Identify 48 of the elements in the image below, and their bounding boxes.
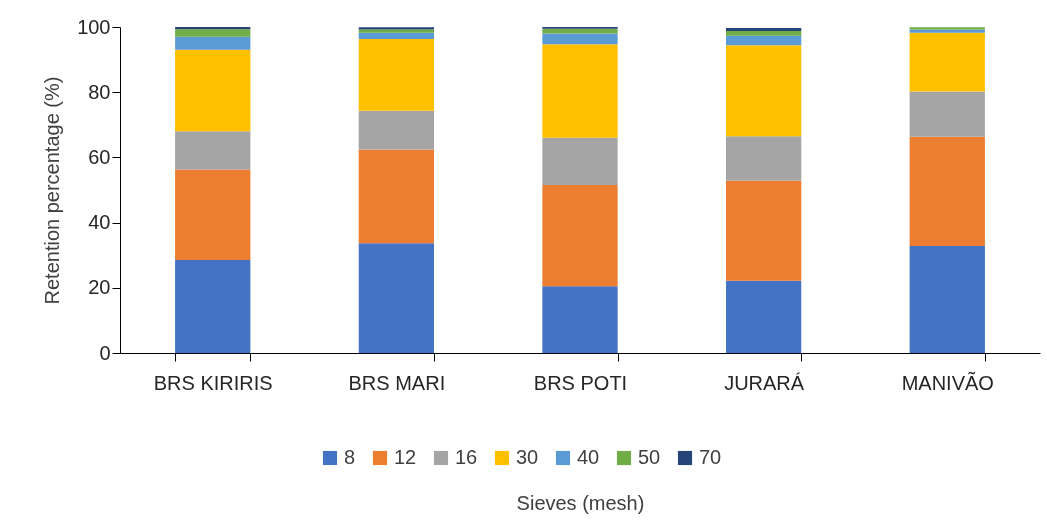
legend-label: 40 (577, 446, 600, 468)
bar (725, 30, 802, 36)
y-axis-title: Retention percentage (%) (41, 76, 64, 305)
y-tick-label: 0 (99, 341, 111, 364)
bar (542, 185, 618, 287)
y-tick-label: 100 (77, 15, 111, 38)
bar (725, 280, 802, 353)
legend-label: 8 (344, 446, 356, 468)
bar (358, 110, 435, 150)
y-tick-label: 80 (88, 80, 111, 103)
bar (542, 286, 618, 353)
bar (542, 44, 618, 138)
bar (358, 243, 435, 353)
bar (175, 260, 251, 353)
bar (175, 169, 251, 261)
bar (175, 29, 251, 37)
bar (358, 149, 435, 244)
bar (542, 33, 618, 45)
x-tick-label: BRS MARI (348, 371, 446, 394)
bar (175, 36, 251, 50)
bar (725, 45, 802, 137)
bar (358, 32, 435, 40)
legend-label: 70 (699, 446, 722, 468)
bar (542, 28, 618, 34)
y-tick-label: 60 (88, 145, 111, 168)
x-tick-label: BRS KIRIRIS (153, 371, 273, 394)
bar (909, 246, 985, 353)
legend-label: 30 (516, 446, 539, 468)
bar (175, 49, 251, 132)
x-tick-label: BRS POTI (533, 371, 628, 394)
x-tick-label: MANIVÃO (901, 370, 994, 394)
x-axis-title: Sieves (mesh) (516, 491, 645, 514)
bar (725, 180, 802, 281)
bar (542, 137, 618, 186)
bar (725, 136, 802, 181)
y-tick-label: 20 (88, 276, 111, 299)
bar (909, 32, 985, 92)
legend-label: 50 (638, 446, 661, 468)
bar (725, 35, 802, 46)
bar (175, 131, 251, 170)
bar (909, 91, 985, 137)
legend-label: 12 (394, 446, 417, 468)
x-tick-label: JURARÁ (724, 371, 805, 394)
bar (725, 27, 802, 31)
bar (909, 136, 985, 247)
bar (358, 39, 435, 111)
y-tick-label: 40 (88, 211, 111, 234)
legend-label: 16 (455, 446, 478, 468)
